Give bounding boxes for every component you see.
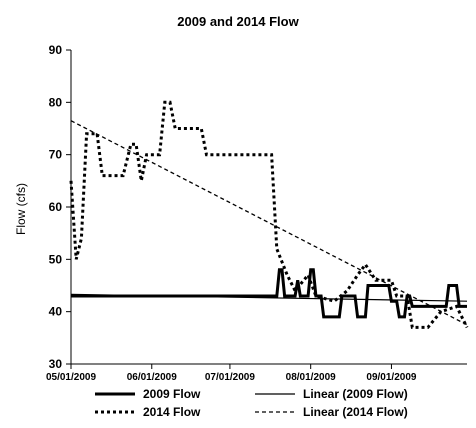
x-tick-label: 08/01/2009 [286,372,336,383]
legend-label: 2009 Flow [143,387,201,401]
series-line-2014-flow [69,100,469,329]
legend-item-2009-flow: 2009 Flow [95,387,201,401]
y-tick-label: 30 [49,357,63,371]
series-line-linear-2009-flow [70,293,468,302]
legend-label: Linear (2009 Flow) [303,387,408,401]
legend-item-linear-2014-flow: Linear (2014 Flow) [255,405,408,419]
legend-label: Linear (2014 Flow) [303,405,408,419]
x-tick-label: 06/01/2009 [127,372,177,383]
series-line-linear-2014-flow [70,120,468,326]
y-axis-label: Flow (cfs) [14,183,28,235]
y-tick-label: 60 [49,200,63,214]
x-tick-labels: 05/01/2009 06/01/2009 07/01/2009 08/01/2009… [46,364,417,383]
y-tick-label: 40 [49,305,63,319]
y-tick-labels: 30 40 50 60 70 80 90 [49,43,71,371]
y-tick-label: 70 [49,148,63,162]
y-tick-label: 80 [49,95,63,109]
y-tick-label: 90 [49,43,63,57]
legend: 2009 Flow Linear (2009 Flow) 2014 Flow Line… [95,387,408,419]
x-tick-label: 07/01/2009 [205,372,255,383]
x-tick-label: 05/01/2009 [46,372,96,383]
legend-label: 2014 Flow [143,405,201,419]
x-tick-label: 09/01/2009 [366,372,416,383]
legend-item-linear-2009-flow: Linear (2009 Flow) [255,387,408,401]
chart-title: 2009 and 2014 Flow [177,14,299,29]
series-lines [69,100,469,329]
legend-item-2014-flow: 2014 Flow [95,405,201,419]
series-line-2009-flow [71,268,467,319]
axes [70,50,467,365]
y-tick-label: 50 [49,252,63,266]
